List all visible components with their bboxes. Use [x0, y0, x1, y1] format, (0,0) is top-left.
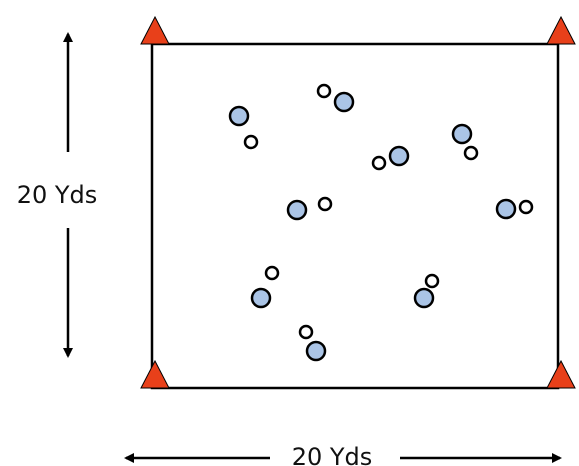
- player: [451, 123, 473, 145]
- defender: [371, 155, 387, 171]
- player: [286, 199, 308, 221]
- horizontal-dimension-label: 20 Yds: [292, 443, 373, 466]
- vertical-dimension-label: 20 Yds: [17, 181, 98, 209]
- player: [413, 287, 435, 309]
- player: [333, 91, 355, 113]
- cone-bottom-left: [140, 359, 170, 389]
- field-square: [150, 42, 560, 390]
- player: [228, 105, 250, 127]
- defender: [518, 199, 534, 215]
- defender: [243, 134, 259, 150]
- cone-bottom-right: [546, 359, 576, 389]
- defender: [298, 324, 314, 340]
- defender: [317, 196, 333, 212]
- defender: [463, 145, 479, 161]
- player: [495, 198, 517, 220]
- cone-top-right: [546, 15, 576, 45]
- defender: [316, 83, 332, 99]
- defender: [264, 265, 280, 281]
- player: [250, 287, 272, 309]
- player: [305, 340, 327, 362]
- player: [388, 145, 410, 167]
- cone-top-left: [140, 15, 170, 45]
- defender: [424, 273, 440, 289]
